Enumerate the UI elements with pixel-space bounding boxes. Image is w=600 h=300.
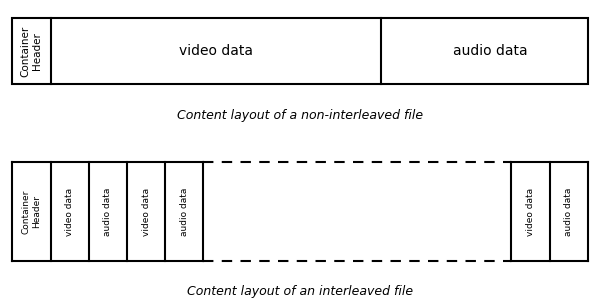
Bar [12,18,588,84]
Bar [511,162,588,261]
Text: audio data: audio data [454,44,528,58]
Text: video data: video data [142,188,151,236]
Text: audio data: audio data [180,187,188,236]
Text: Container
Header: Container Header [22,189,41,234]
Text: Content layout of a non-interleaved file: Content layout of a non-interleaved file [177,109,423,122]
Text: video data: video data [179,44,253,58]
Text: video data: video data [526,188,535,236]
Text: Content layout of an interleaved file: Content layout of an interleaved file [187,284,413,298]
Text: video data: video data [65,188,74,236]
Text: Container
Header: Container Header [20,26,42,76]
Text: audio data: audio data [564,187,574,236]
Bar [12,162,203,261]
Text: audio data: audio data [104,187,113,236]
